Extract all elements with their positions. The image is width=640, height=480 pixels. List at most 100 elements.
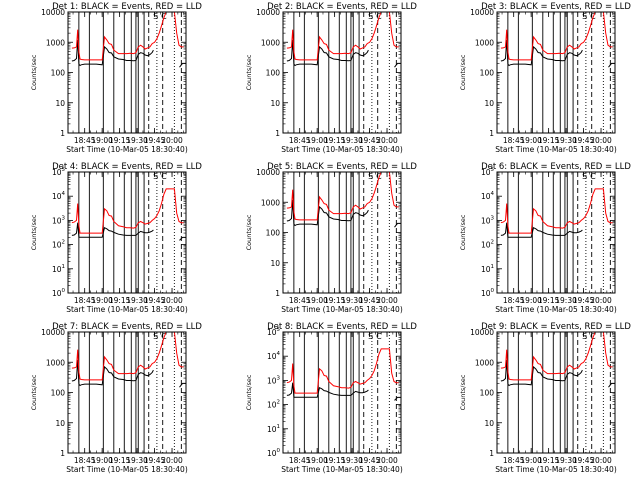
x-tick-label: 19:00 — [91, 296, 113, 305]
x-tick-label: 20:00 — [376, 136, 398, 145]
plot-area-frame — [496, 331, 616, 454]
marker-label-s: S — [368, 332, 373, 341]
series-line-events — [71, 359, 154, 387]
series-line-lld — [500, 331, 613, 381]
y-tick-label: 101 — [481, 264, 494, 274]
y-tick-label: 1000 — [46, 358, 65, 367]
x-tick-label: 20:00 — [161, 296, 183, 305]
x-tick-label: 19:30 — [341, 456, 363, 465]
x-tick-label: 19:45 — [144, 136, 166, 145]
y-tick-label: 101 — [52, 264, 65, 274]
series-line-events — [71, 222, 154, 238]
x-tick-label: 18:45 — [503, 456, 525, 465]
series-line-events-tail — [394, 62, 401, 68]
panel-title: Det 3: BLACK = Events, RED = LLD — [481, 2, 631, 12]
x-axis-label: Start Time (10-Mar-05 18:30:40) — [281, 145, 403, 154]
y-tick-label: 103 — [481, 215, 495, 225]
y-tick-label: 100 — [52, 288, 66, 298]
marker-label-c: C — [590, 172, 596, 181]
x-tick-label: 19:15 — [109, 136, 131, 145]
x-tick-label: 19:00 — [306, 296, 328, 305]
y-tick-label: 104 — [52, 191, 66, 201]
marker-label-s: S — [582, 332, 587, 341]
series-line-lld — [71, 331, 184, 381]
x-tick-label: 19:15 — [538, 136, 560, 145]
y-tick-label: 1 — [489, 449, 494, 458]
x-tick-label: 19:00 — [520, 136, 542, 145]
y-tick-label: 105 — [52, 167, 66, 177]
y-tick-label: 10000 — [256, 8, 280, 17]
x-axis-label: Start Time (10-Mar-05 18:30:40) — [281, 465, 403, 474]
series-line-lld — [286, 348, 399, 394]
y-axis-label: Counts/sec — [245, 214, 253, 250]
series-line-lld — [71, 11, 184, 61]
y-tick-label: 10 — [55, 419, 65, 428]
y-tick-label: 100 — [51, 389, 66, 398]
panel-title: Det 7: BLACK = Events, RED = LLD — [52, 322, 202, 332]
y-axis-label: Counts/sec — [459, 214, 467, 250]
x-tick-label: 19:30 — [555, 456, 577, 465]
x-axis-label: Start Time (10-Mar-05 18:30:40) — [495, 305, 617, 314]
marker-label-s: S — [368, 12, 373, 21]
plot-area-frame — [67, 171, 187, 294]
marker-label-s: S — [153, 172, 158, 181]
x-tick-label: 19:00 — [306, 456, 328, 465]
series-line-events — [500, 222, 583, 238]
x-tick-label: 20:00 — [376, 456, 398, 465]
y-tick-label: 100 — [266, 69, 281, 78]
marker-label-s: S — [582, 12, 587, 21]
y-axis-label: Counts/sec — [30, 374, 38, 410]
plot-area-frame — [496, 11, 616, 134]
y-tick-label: 105 — [481, 167, 495, 177]
x-tick-label: 20:00 — [590, 456, 612, 465]
y-tick-label: 102 — [481, 240, 494, 250]
series-line-events-tail — [394, 396, 401, 401]
series-line-events — [286, 199, 369, 227]
x-tick-label: 19:00 — [91, 136, 113, 145]
x-axis-label: Start Time (10-Mar-05 18:30:40) — [66, 465, 188, 474]
y-tick-label: 103 — [267, 375, 281, 385]
x-tick-label: 19:15 — [109, 456, 131, 465]
x-tick-label: 19:30 — [555, 296, 577, 305]
x-tick-label: 19:30 — [341, 136, 363, 145]
x-tick-label: 19:00 — [520, 296, 542, 305]
y-tick-label: 101 — [267, 424, 280, 434]
x-tick-label: 19:45 — [359, 456, 381, 465]
y-tick-label: 10 — [270, 259, 280, 268]
panel-title: Det 2: BLACK = Events, RED = LLD — [267, 2, 417, 12]
x-tick-label: 18:45 — [74, 136, 96, 145]
y-tick-label: 10000 — [470, 8, 494, 17]
y-axis-label: Counts/sec — [245, 54, 253, 90]
y-tick-label: 1000 — [475, 38, 494, 47]
plot-area-frame — [282, 11, 402, 134]
x-tick-label: 20:00 — [161, 136, 183, 145]
series-line-events — [286, 39, 369, 67]
x-tick-label: 19:45 — [359, 296, 381, 305]
series-line-events-tail — [394, 222, 401, 228]
y-tick-label: 100 — [267, 448, 281, 458]
x-tick-label: 19:45 — [573, 456, 595, 465]
marker-label-s: S — [368, 172, 373, 181]
series-line-events — [286, 382, 369, 398]
x-tick-label: 19:15 — [324, 456, 346, 465]
plot-area-frame — [67, 331, 187, 454]
x-tick-label: 18:45 — [289, 456, 311, 465]
x-tick-label: 19:30 — [341, 296, 363, 305]
panel-title: Det 9: BLACK = Events, RED = LLD — [481, 322, 631, 332]
marker-label-s: S — [153, 12, 158, 21]
x-tick-label: 19:00 — [91, 456, 113, 465]
y-tick-label: 10 — [484, 419, 494, 428]
y-tick-label: 100 — [480, 69, 495, 78]
y-tick-label: 10 — [270, 99, 280, 108]
x-axis-label: Start Time (10-Mar-05 18:30:40) — [495, 145, 617, 154]
x-axis-label: Start Time (10-Mar-05 18:30:40) — [281, 305, 403, 314]
y-tick-label: 1 — [275, 129, 280, 138]
x-tick-label: 19:45 — [573, 136, 595, 145]
marker-label-s: S — [153, 332, 158, 341]
x-tick-label: 19:30 — [126, 296, 148, 305]
